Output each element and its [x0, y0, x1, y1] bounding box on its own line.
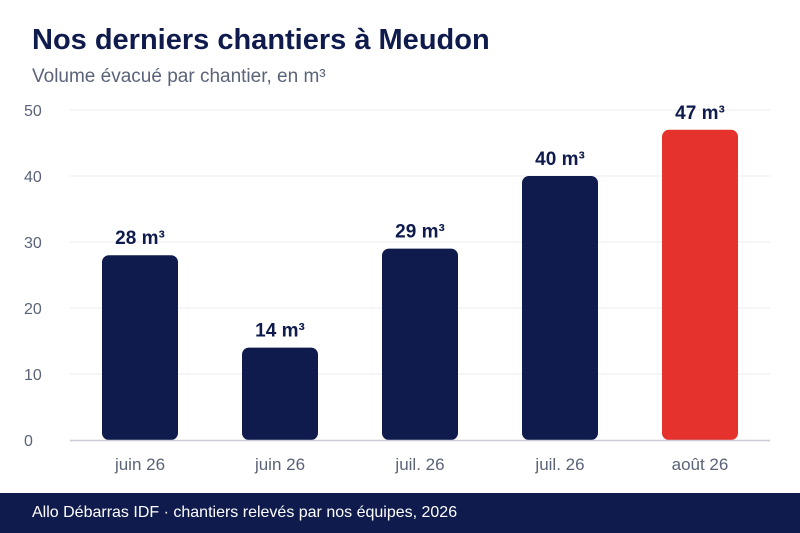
chart-subtitle: Volume évacué par chantier, en m³ — [32, 66, 326, 87]
footer-bar: Allo Débarras IDF · chantiers relevés pa… — [0, 493, 800, 533]
x-tick-label: juin 26 — [254, 455, 305, 474]
y-tick-label: 0 — [24, 433, 33, 450]
y-tick-label: 40 — [24, 169, 42, 186]
bar — [242, 347, 318, 440]
bar-value-label: 40 m³ — [535, 149, 585, 170]
x-tick-label: août 26 — [672, 455, 729, 474]
bar-value-label: 14 m³ — [255, 321, 305, 342]
bar — [382, 248, 458, 440]
chart-title: Nos derniers chantiers à Meudon — [32, 24, 490, 56]
footer-source: Allo Débarras IDF · chantiers relevés pa… — [32, 504, 458, 521]
x-tick-label: juil. 26 — [394, 455, 444, 474]
bar-value-label: 47 m³ — [675, 103, 725, 124]
bar-value-label: 29 m³ — [395, 222, 445, 243]
x-tick-label: juil. 26 — [534, 455, 584, 474]
y-tick-label: 30 — [24, 235, 42, 252]
bar-value-label: 28 m³ — [115, 228, 165, 249]
bar-chart: 0 10 20 30 40 50 28 m³ juin 26 14 m³ juin 26 29 m³… — [24, 103, 770, 474]
y-tick-label: 50 — [24, 103, 42, 120]
y-tick-label: 20 — [24, 301, 42, 318]
bar — [522, 176, 598, 440]
y-tick-label: 10 — [24, 367, 42, 384]
bar — [662, 129, 738, 441]
x-tick-label: juin 26 — [114, 455, 165, 474]
bar — [102, 255, 178, 440]
